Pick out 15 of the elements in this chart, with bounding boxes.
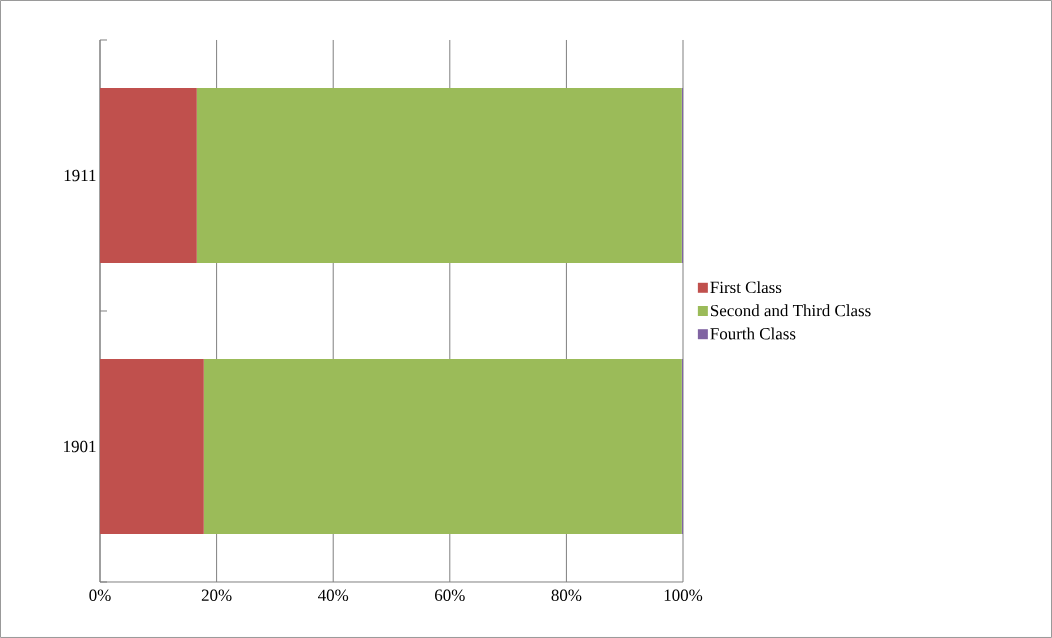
legend-label: Second and Third Class	[710, 304, 871, 317]
bar	[100, 359, 204, 534]
x-tick-label: 60%	[435, 589, 465, 601]
legend-label: Fourth Class	[710, 327, 796, 340]
y-tick-label: 1911	[64, 169, 96, 182]
x-tick-label: 80%	[551, 589, 582, 601]
bar	[196, 88, 682, 263]
bar	[100, 88, 197, 263]
y-tick-label: 1901	[64, 440, 96, 453]
bar	[203, 359, 682, 534]
x-tick-label: 20%	[201, 589, 232, 601]
x-tick-label: 40%	[318, 589, 349, 601]
x-tick-label: 0%	[89, 589, 111, 601]
legend-label: First Class	[710, 281, 782, 294]
x-tick-label: 100%	[664, 589, 703, 601]
